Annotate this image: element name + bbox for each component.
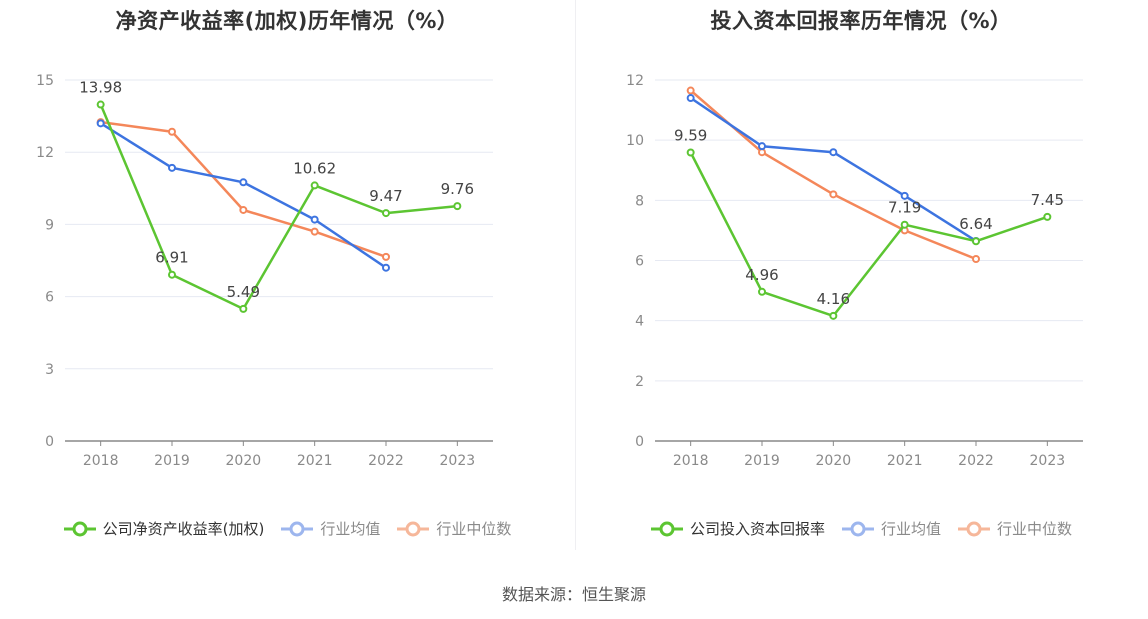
panel-divider <box>575 0 576 550</box>
x-tick-label: 2023 <box>1030 453 1066 469</box>
data-point-industry-median <box>686 86 695 95</box>
roe-chart-panel: 净资产收益率(加权)历年情况（%） 0 3 6 9 12 15 2018 2019 2020 20… <box>0 0 574 560</box>
legend-label-industry-median: 行业中位数 <box>997 520 1073 538</box>
legend-item-industry-avg[interactable]: 行业均值 <box>280 518 380 539</box>
x-tick-label: 2023 <box>440 453 476 469</box>
x-tick-label: 2022 <box>368 453 404 469</box>
legend-label-industry-avg: 行业均值 <box>320 520 381 538</box>
y-tick-label: 2 <box>635 374 644 390</box>
series-line-industry-median <box>100 120 387 259</box>
data-label: 6.64 <box>959 215 992 233</box>
roic-chart-panel: 投入资本回报率历年情况（%） 0 2 4 6 8 10 12 2018 2019 2020 2021… <box>574 0 1148 560</box>
data-label: 13.98 <box>79 79 122 97</box>
legend-line-marker-icon <box>281 521 314 536</box>
series-line-company <box>99 104 458 311</box>
data-point-company <box>900 220 909 229</box>
x-tick-label: 2021 <box>887 453 923 469</box>
data-label: 5.49 <box>227 283 260 301</box>
roic-chart-plot: 0 2 4 6 8 10 12 2018 2019 2020 2021 2022 2023 9.59 4.9… <box>626 73 1083 469</box>
data-point-industry-median <box>239 205 248 214</box>
x-tick-label: 2019 <box>744 453 780 469</box>
data-point-industry-avg <box>168 163 176 172</box>
data-point-industry-avg <box>758 142 766 151</box>
data-point-industry-avg <box>96 119 105 128</box>
data-label: 7.19 <box>888 199 921 217</box>
data-source-note: 数据来源：恒生聚源 <box>501 585 646 604</box>
data-label: 10.62 <box>293 159 336 177</box>
data-point-industry-avg <box>382 263 390 272</box>
data-point-industry-avg <box>239 178 248 187</box>
legend-label-industry-median: 行业中位数 <box>436 520 512 538</box>
data-label: 4.16 <box>817 290 850 308</box>
data-point-industry-median <box>310 227 319 236</box>
y-tick-label: 0 <box>45 434 54 450</box>
data-point-industry-avg <box>686 94 695 103</box>
data-point-company <box>1043 212 1052 221</box>
legend-item-industry-median[interactable]: 行业中位数 <box>396 518 511 539</box>
legend-label-company-roic: 公司投入资本回报率 <box>689 520 825 538</box>
x-tick-label: 2020 <box>816 453 852 469</box>
roe-chart-title: 净资产收益率(加权)历年情况（%） <box>115 9 459 33</box>
data-label: 4.96 <box>745 266 778 284</box>
data-point-company <box>453 202 462 211</box>
legend-line-marker-icon <box>650 521 683 536</box>
data-point-company <box>168 270 176 279</box>
y-tick-label: 0 <box>635 434 644 450</box>
y-tick-label: 6 <box>45 290 54 306</box>
y-tick-label: 9 <box>45 217 54 233</box>
data-point-company <box>310 181 319 190</box>
data-point-industry-median <box>168 127 176 136</box>
x-tick-label: 2019 <box>154 453 190 469</box>
data-point-company <box>829 311 838 320</box>
legend-line-marker-icon <box>397 521 430 536</box>
roic-chart-title: 投入资本回报率历年情况（%） <box>710 9 1012 33</box>
roe-chart-legend: 公司净资产收益率(加权) 行业均值 行业中位数 <box>0 518 574 539</box>
data-point-company <box>96 100 105 109</box>
data-label: 6.91 <box>155 249 188 267</box>
x-tick-label: 2018 <box>83 453 119 469</box>
data-point-company <box>972 237 980 246</box>
data-point-industry-avg <box>310 215 319 224</box>
roic-chart-legend: 公司投入资本回报率 行业均值 行业中位数 <box>574 518 1148 539</box>
legend-label-company-roe: 公司净资产收益率(加权) <box>102 520 265 538</box>
legend-line-marker-icon <box>841 521 874 536</box>
legend-item-company-roic[interactable]: 公司投入资本回报率 <box>650 518 825 539</box>
legend-item-industry-median[interactable]: 行业中位数 <box>957 518 1072 539</box>
data-point-industry-median <box>972 254 980 263</box>
legend-line-marker-icon <box>958 521 990 536</box>
series-line-company <box>689 151 1048 318</box>
data-point-company <box>239 304 248 313</box>
x-tick-label: 2021 <box>297 453 333 469</box>
x-tick-label: 2018 <box>673 453 709 469</box>
y-tick-label: 6 <box>635 254 644 270</box>
y-tick-label: 12 <box>36 145 54 161</box>
data-point-industry-median <box>829 190 838 199</box>
y-tick-label: 10 <box>626 133 644 149</box>
data-point-company <box>382 209 390 218</box>
data-point-company <box>686 148 695 157</box>
y-tick-label: 15 <box>36 73 54 89</box>
legend-label-industry-avg: 行业均值 <box>880 520 941 538</box>
y-tick-label: 12 <box>626 73 644 89</box>
series-line-industry-avg <box>689 96 977 242</box>
data-point-industry-avg <box>829 148 838 157</box>
roe-chart-plot: 0 3 6 9 12 15 2018 2019 2020 2021 2022 2023 13.98 6.9… <box>36 73 493 469</box>
y-tick-label: 3 <box>45 362 54 378</box>
x-tick-label: 2022 <box>958 453 994 469</box>
y-tick-label: 4 <box>635 314 644 330</box>
data-label: 7.45 <box>1031 191 1064 209</box>
data-label: 9.59 <box>674 127 707 145</box>
data-point-company <box>758 287 766 296</box>
legend-line-marker-icon <box>63 521 96 536</box>
data-point-industry-avg <box>900 191 909 200</box>
legend-item-company-roe[interactable]: 公司净资产收益率(加权) <box>63 518 265 539</box>
y-tick-label: 8 <box>635 193 644 209</box>
data-point-industry-median <box>382 252 390 261</box>
data-label: 9.47 <box>369 187 402 205</box>
data-label: 9.76 <box>441 180 474 198</box>
legend-item-industry-avg[interactable]: 行业均值 <box>841 518 941 539</box>
x-tick-label: 2020 <box>226 453 262 469</box>
